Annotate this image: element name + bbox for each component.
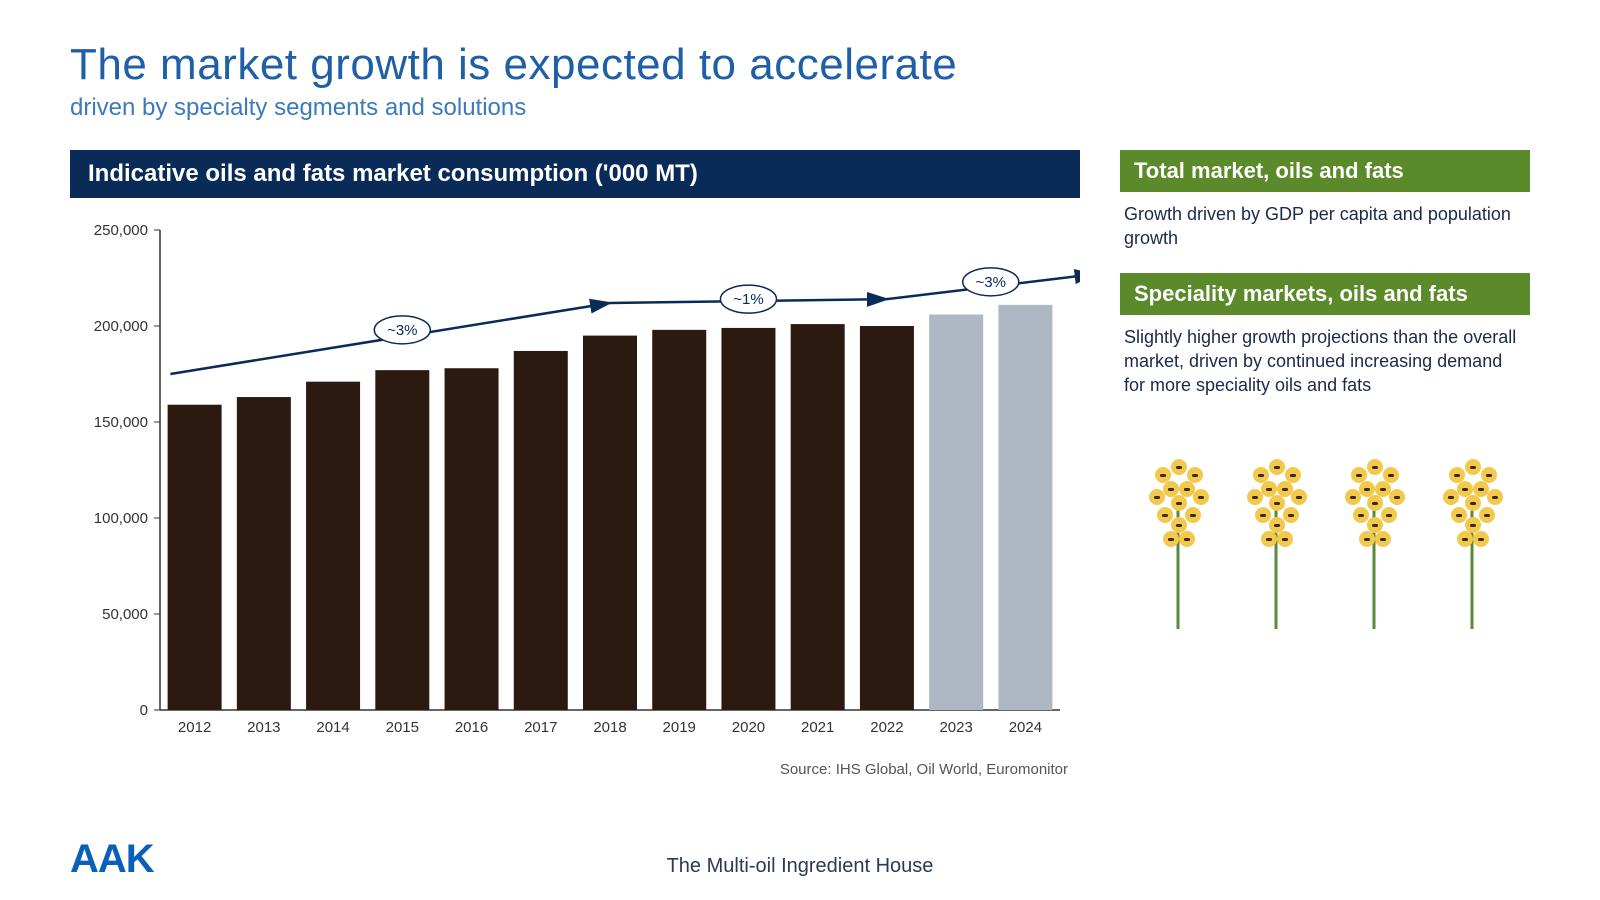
chart-column: Indicative oils and fats market consumpt…: [70, 150, 1080, 778]
svg-text:2013: 2013: [247, 719, 280, 736]
chart-title-bar: Indicative oils and fats market consumpt…: [70, 150, 1080, 198]
svg-text:2014: 2014: [316, 719, 349, 736]
svg-text:2023: 2023: [939, 719, 972, 736]
svg-text:2015: 2015: [386, 719, 419, 736]
chart-source: Source: IHS Global, Oil World, Euromonit…: [70, 761, 1080, 778]
svg-text:200,000: 200,000: [94, 318, 148, 335]
footer-tagline: The Multi-oil Ingredient House: [0, 855, 1600, 878]
flowers-illustration: [1120, 459, 1530, 629]
svg-text:2017: 2017: [524, 719, 557, 736]
svg-text:2012: 2012: [178, 719, 211, 736]
svg-text:2016: 2016: [455, 719, 488, 736]
side-section-head: Speciality markets, oils and fats: [1120, 273, 1530, 315]
svg-text:150,000: 150,000: [94, 414, 148, 431]
svg-text:2018: 2018: [593, 719, 626, 736]
svg-text:50,000: 50,000: [102, 606, 148, 623]
bar-chart: 0 50,000 100,000 150,000 200,000 250,000 2012 2…: [70, 210, 1080, 750]
svg-text:~3%: ~3%: [387, 322, 417, 339]
slide-subtitle: driven by specialty segments and solutio…: [70, 94, 1530, 122]
svg-text:100,000: 100,000: [94, 510, 148, 527]
svg-text:~1%: ~1%: [733, 291, 763, 308]
side-section-head: Total market, oils and fats: [1120, 150, 1530, 192]
svg-text:2020: 2020: [732, 719, 765, 736]
content-row: Indicative oils and fats market consumpt…: [70, 150, 1530, 778]
chart-wrap: 0 50,000 100,000 150,000 200,000 250,000 2012 2…: [70, 210, 1080, 755]
slide-title: The market growth is expected to acceler…: [70, 40, 1530, 90]
svg-text:2021: 2021: [801, 719, 834, 736]
side-section-body: Growth driven by GDP per capita and popu…: [1120, 192, 1530, 273]
side-column: Total market, oils and fatsGrowth driven…: [1120, 150, 1530, 778]
svg-text:2024: 2024: [1009, 719, 1042, 736]
side-section-body: Slightly higher growth projections than …: [1120, 315, 1530, 420]
slide: The market growth is expected to acceler…: [0, 0, 1600, 900]
svg-text:250,000: 250,000: [94, 222, 148, 239]
svg-text:0: 0: [140, 702, 148, 719]
svg-text:2019: 2019: [663, 719, 696, 736]
svg-text:2022: 2022: [870, 719, 903, 736]
svg-text:~3%: ~3%: [976, 274, 1006, 291]
